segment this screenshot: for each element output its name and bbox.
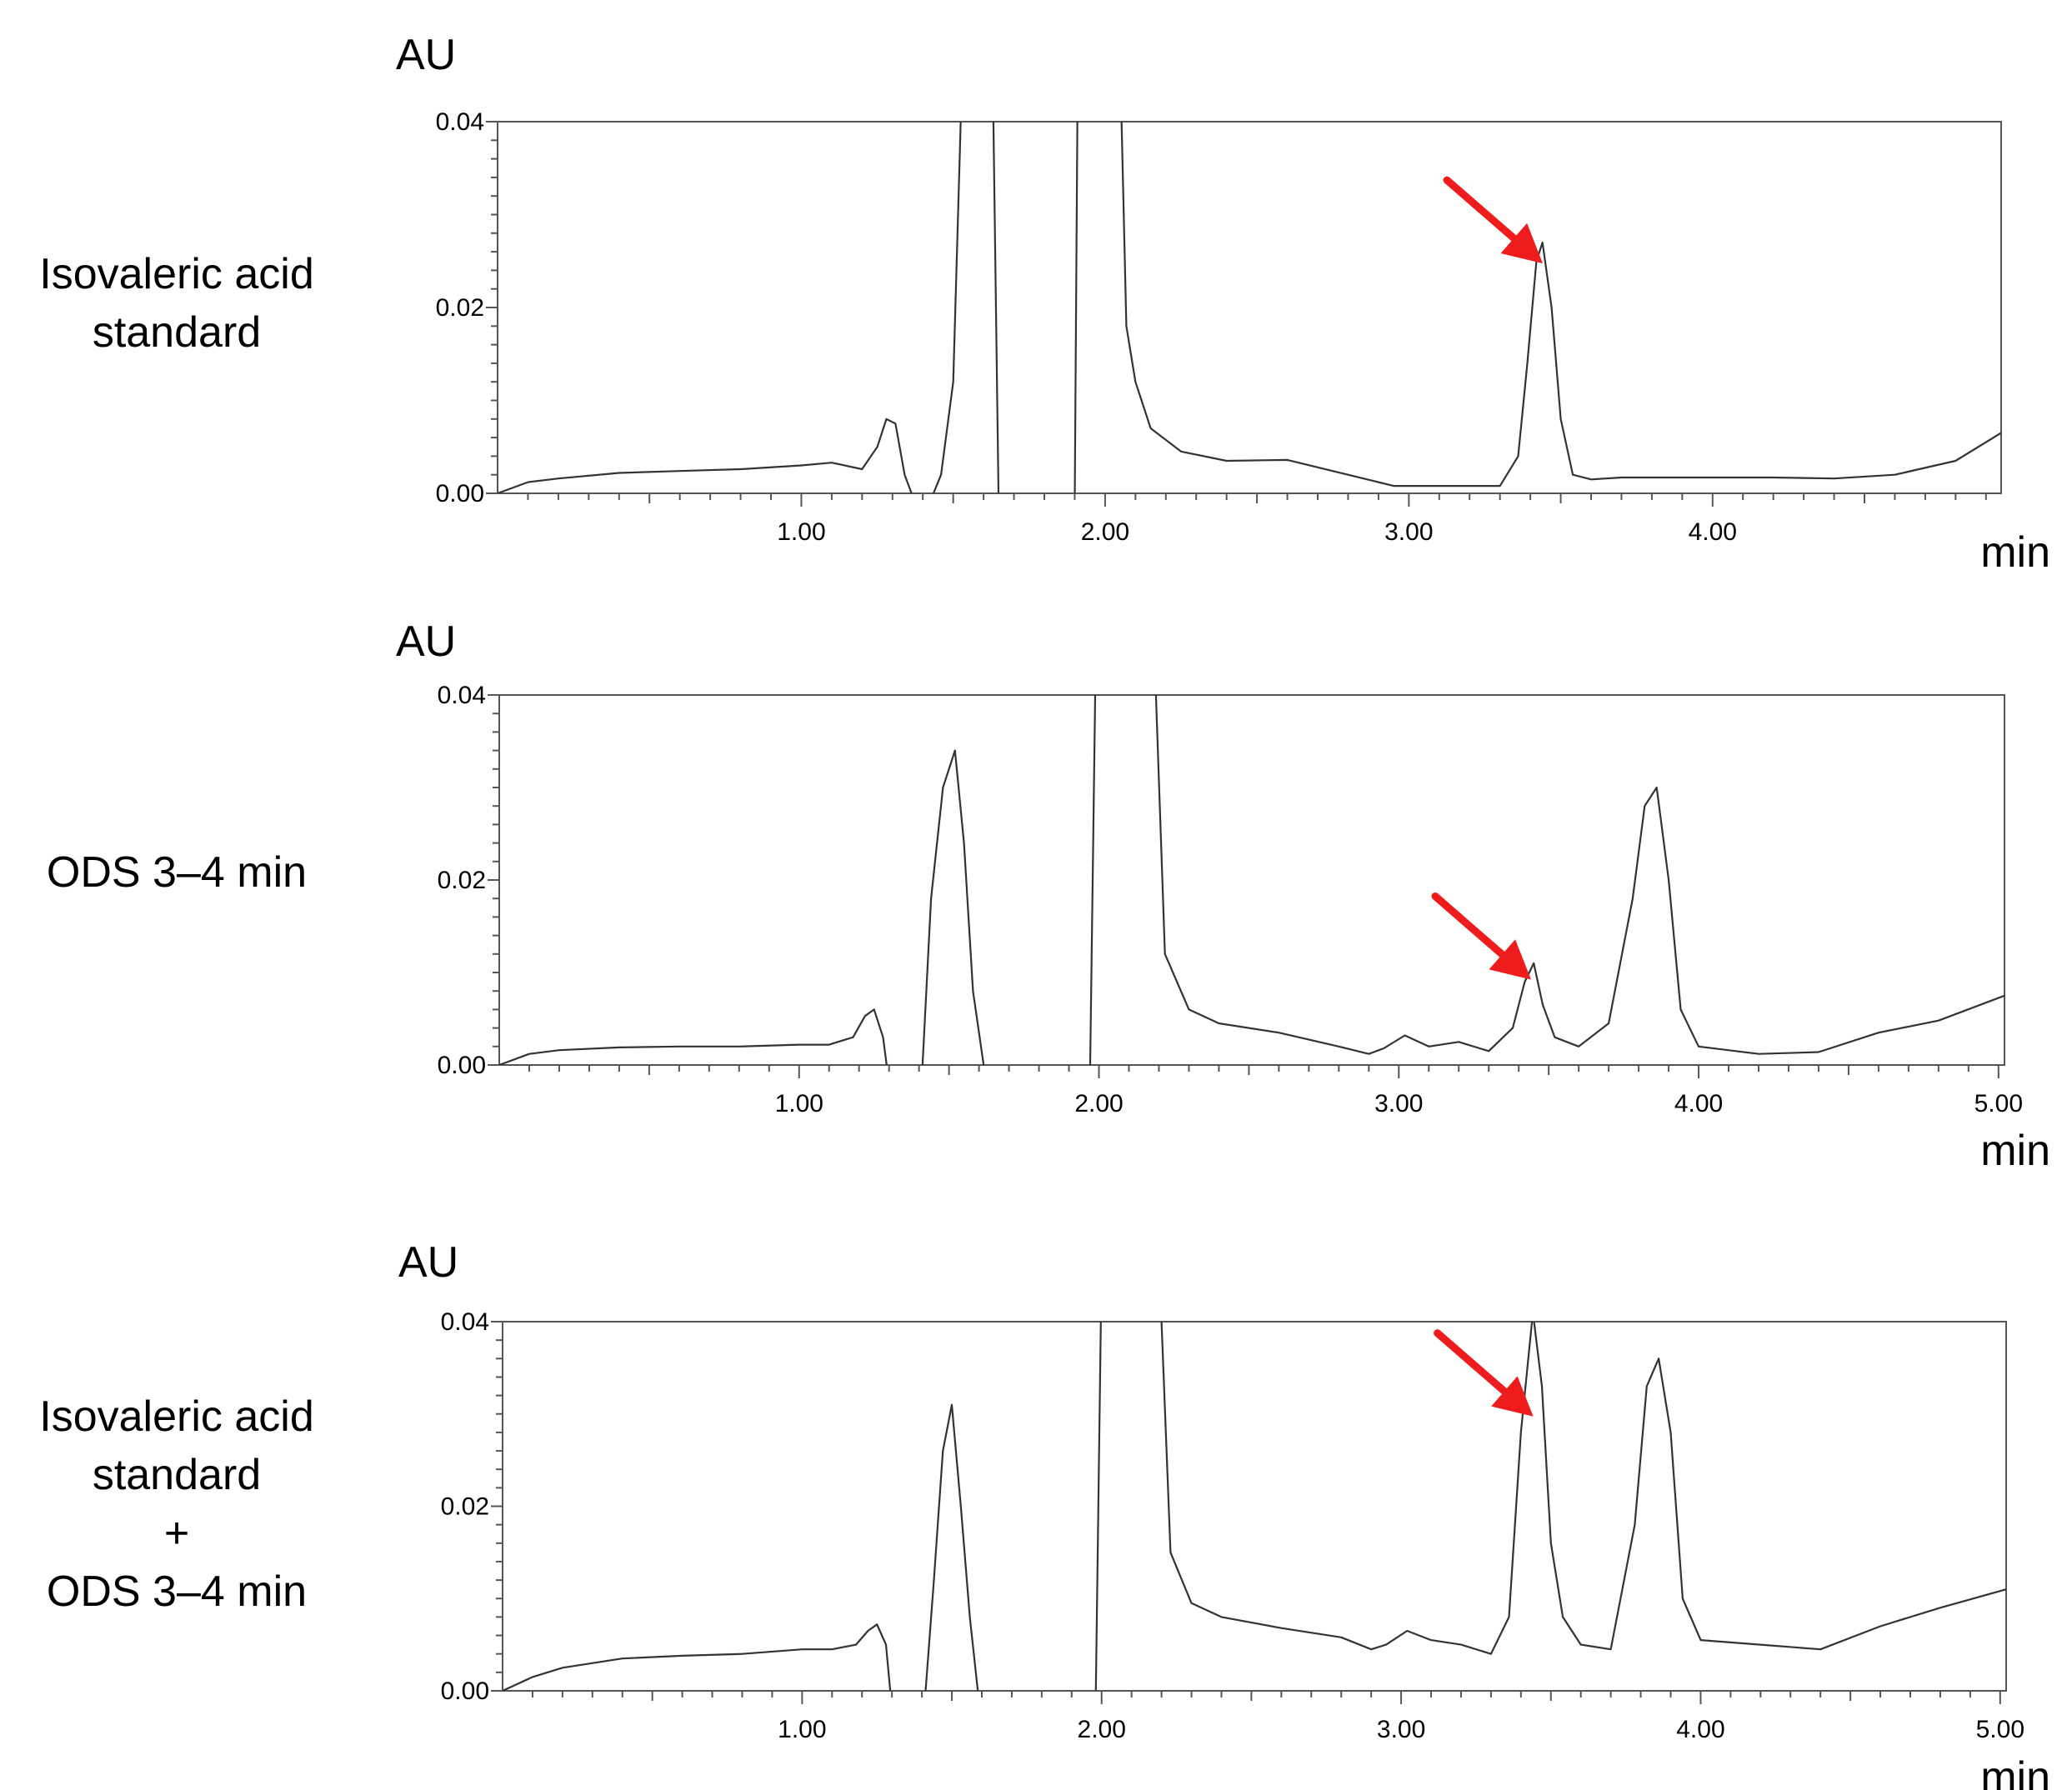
sample-label-line: standard [93,1451,261,1499]
x-tick-label: 4.00 [1676,1716,1724,1743]
x-tick-label: 1.00 [777,518,825,546]
peak-arrow-shaft [1431,892,1506,958]
y-tick-label: 0.00 [438,1052,486,1079]
x-tick-label: 1.00 [778,1716,826,1743]
chromatogram-trace [503,1322,2006,1691]
y-tick-label: 0.04 [441,1308,489,1336]
y-tick-label: 0.00 [441,1678,489,1705]
x-axis-label: min [1980,1753,2050,1790]
peak-arrow-head [1500,222,1543,264]
x-axis-label: min [1980,528,2050,577]
y-axis-label: AU [398,1238,458,1287]
x-tick-label: 3.00 [1377,1716,1425,1743]
chromatogram-trace [498,122,2001,493]
x-tick-label: 3.00 [1374,1090,1423,1118]
y-tick-label: 0.04 [438,682,486,709]
x-tick-label: 3.00 [1384,518,1433,546]
sample-label-line: + [164,1509,189,1558]
chart-panel-3: 0.00 0.02 0.04 1.00 2.00 3.00 4.00 5.00 AU min Iso… [39,1238,2050,1790]
y-tick-label: 0.02 [438,867,486,894]
sample-label-line: ODS 3–4 min [47,1568,307,1616]
peak-arrow-shaft [1434,1329,1509,1395]
chart-panel-2: 0.00 0.02 0.04 1.00 2.00 3.00 4.00 5.00 AU min ODS… [47,618,2050,1175]
x-tick-label: 5.00 [1976,1716,2024,1743]
y-axis-label: AU [396,31,456,79]
x-axis-label: min [1980,1127,2050,1175]
sample-label-line: standard [93,308,261,357]
x-tick-label: 2.00 [1074,1090,1123,1118]
x-tick-label: 1.00 [775,1090,823,1118]
y-tick-label: 0.00 [436,480,484,508]
chart-panel-1: 0.00 0.02 0.04 1.00 2.00 3.00 4.00 AU min Isovale… [39,31,2050,577]
y-tick-label: 0.02 [436,294,484,322]
peak-arrow-head [1489,939,1531,980]
plot-frame [497,121,2002,494]
y-axis-label: AU [396,618,456,666]
plot-frame [498,694,2005,1066]
peak-arrow-head [1491,1376,1534,1417]
peak-arrow-shaft [1443,176,1518,242]
y-tick-label: 0.02 [441,1493,489,1521]
sample-label-line: ODS 3–4 min [47,848,307,897]
x-tick-label: 2.00 [1081,518,1129,546]
sample-label-line: Isovaleric acid [39,1392,313,1441]
y-tick-label: 0.04 [436,108,484,136]
sample-label-line: Isovaleric acid [39,250,313,298]
x-tick-label: 5.00 [1974,1090,2023,1118]
plot-frame [502,1321,2007,1692]
chromatogram-trace [499,695,2004,1065]
x-tick-label: 4.00 [1689,518,1737,546]
x-tick-label: 2.00 [1078,1716,1126,1743]
x-tick-label: 4.00 [1674,1090,1723,1118]
